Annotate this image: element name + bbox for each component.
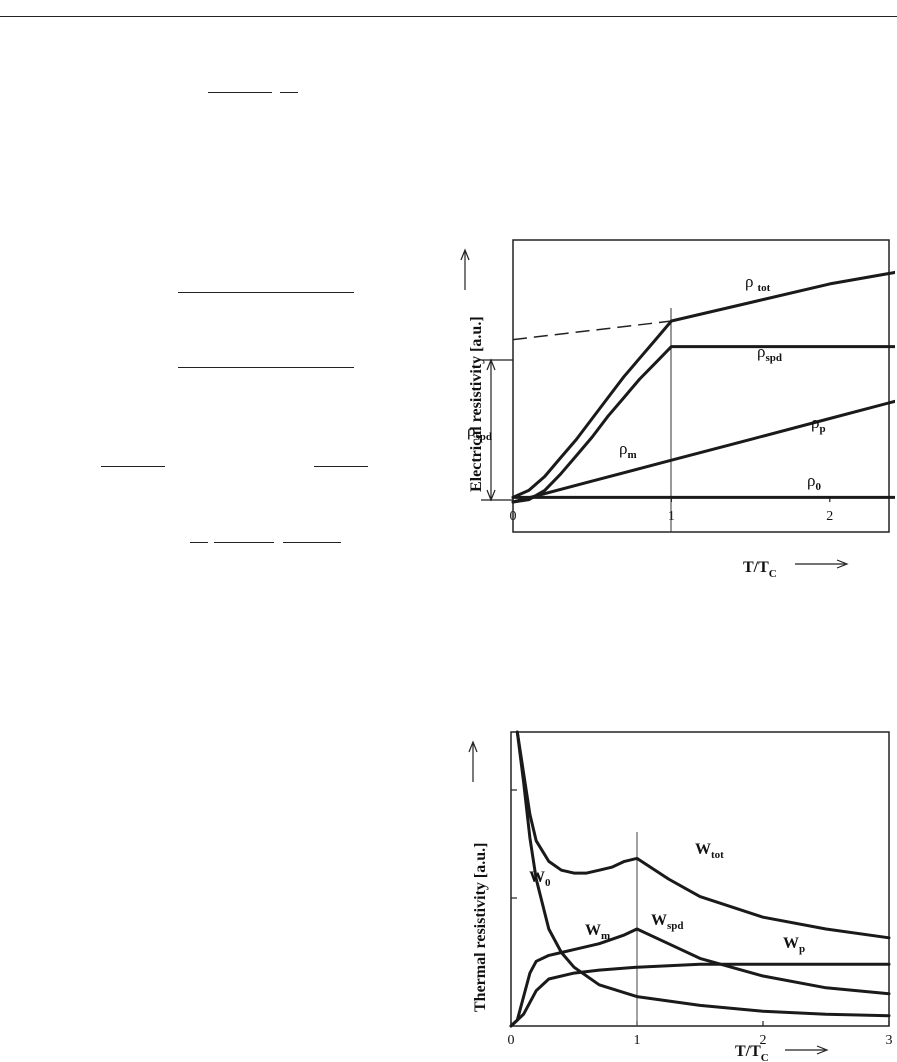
x-axis-label: T/TC (743, 559, 777, 580)
series-line-ρ-spd (511, 345, 895, 504)
x-tick-label: 3 (886, 1033, 893, 1048)
series-line-ρ-p (511, 399, 895, 504)
series-label-rho-spd: ρspd (757, 342, 782, 364)
series-line-W-m (509, 927, 639, 1028)
x-tick-labels: 0 1 2 3 (508, 1021, 893, 1048)
equation-fraction-bar (178, 367, 354, 368)
extrapolation-dashed-line (512, 320, 672, 341)
electrical-resistivity-chart: 012 Electrical resistivity [a.u.] ρspd ρ… (460, 239, 895, 580)
rho-spd-span-label: ρspd (467, 421, 492, 443)
series-label-w-m: Wm (585, 922, 610, 942)
x-axis-arrowhead (836, 559, 849, 569)
series-curves (509, 730, 891, 1028)
equation-fraction-bar (190, 542, 208, 543)
x-axis-arrowhead (816, 1045, 829, 1055)
equation-fraction-bar (178, 292, 354, 293)
series-label-rho-tot: ρ tot (745, 272, 771, 294)
x-tick-label: 2 (760, 1033, 767, 1048)
series-label-w-0: W0 (529, 869, 551, 889)
series-line-W-0 (515, 730, 891, 1018)
series-label-w-p: Wp (783, 935, 805, 955)
x-tick-label: 2 (826, 509, 833, 524)
y-axis-label: Thermal resistivity [a.u.] (472, 843, 489, 1012)
x-tick-label: 0 (508, 1033, 515, 1048)
header-rule (0, 16, 897, 17)
x-axis-label: T/TC (735, 1043, 769, 1062)
series-label-rho-0: ρ0 (807, 471, 821, 493)
series-label-rho-m: ρm (619, 439, 637, 461)
equation-fraction-bar (101, 466, 165, 467)
equation-fraction-bar (280, 92, 298, 93)
plot-frame (512, 239, 890, 533)
x-tick-label: 1 (634, 1033, 641, 1048)
series-label-w-spd: Wspd (651, 912, 684, 932)
equation-fraction-bar (314, 466, 368, 467)
series-line-W-spd (635, 927, 891, 996)
series-line-ρ-tot (511, 270, 895, 499)
equation-fraction-bar (214, 542, 274, 543)
series-label-rho-p: ρp (811, 413, 826, 435)
y-axis-arrowhead (468, 740, 478, 753)
series-curves (511, 270, 895, 504)
equation-fraction-bar (283, 542, 341, 543)
y-axis-arrowhead (460, 248, 470, 261)
x-tick-label: 0 (510, 509, 517, 524)
equation-fraction-bar (208, 92, 272, 93)
series-label-w-tot: Wtot (695, 841, 724, 861)
y-axis-label: Electrical resistivity [a.u.] (468, 316, 485, 492)
series-line-W-tot (515, 730, 891, 940)
series-line-W-p (509, 962, 891, 1028)
plot-frame (510, 731, 890, 1027)
